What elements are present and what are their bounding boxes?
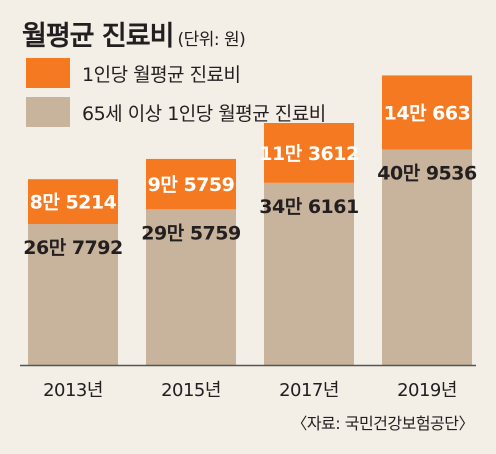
legend-item-tan: 65세 이상 1인당 월평균 진료비	[26, 97, 326, 127]
label-per-capita-1: 9만 5759	[148, 174, 235, 196]
label-65plus-2: 34만 6161	[259, 196, 358, 218]
bar-65plus-0	[28, 224, 118, 365]
legend-swatch-tan	[26, 97, 70, 127]
bar-per-capita-1	[146, 158, 236, 210]
bar-65plus-1	[146, 209, 236, 365]
bar-65plus-2	[264, 182, 354, 365]
x-tick-label-2: 2017년	[279, 380, 339, 401]
x-tick-label-0: 2013년	[43, 380, 103, 401]
title-row: 월평균 진료비 (단위: 원)	[22, 14, 246, 53]
label-65plus-0: 26만 7792	[23, 237, 122, 259]
label-per-capita-0: 8만 5214	[30, 192, 117, 214]
legend-label-tan: 65세 이상 1인당 월평균 진료비	[82, 102, 326, 125]
legend-swatch-orange	[26, 58, 70, 88]
bar-per-capita-3	[382, 75, 472, 150]
source-note: 〈자료: 국민건강보험공단〉	[291, 414, 474, 433]
label-65plus-1: 29만 5759	[141, 222, 240, 244]
bar-65plus-3	[382, 149, 472, 365]
legend-label-orange: 1인당 월평균 진료비	[82, 63, 241, 86]
label-65plus-3: 40만 9536	[377, 162, 477, 184]
legend-item-orange: 1인당 월평균 진료비	[26, 58, 241, 88]
label-per-capita-3: 14만 663	[384, 102, 471, 124]
label-per-capita-2: 11만 3612	[259, 143, 358, 165]
unit-label: (단위: 원)	[177, 30, 246, 50]
chart-title: 월평균 진료비	[22, 21, 174, 52]
bar-per-capita-2	[264, 123, 354, 183]
x-tick-label-3: 2019년	[397, 380, 457, 401]
bar-per-capita-0	[28, 179, 118, 225]
x-tick-label-1: 2015년	[161, 380, 221, 401]
